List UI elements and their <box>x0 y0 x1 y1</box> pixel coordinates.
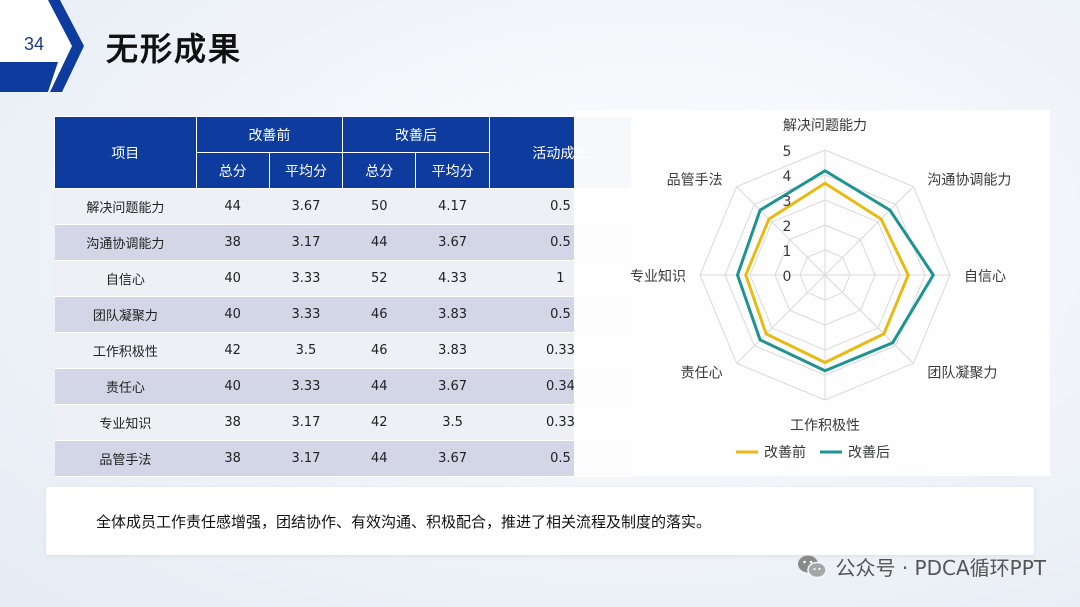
cell-before-total: 38 <box>196 440 270 477</box>
cell-before-total: 42 <box>196 332 270 369</box>
cell-before-avg: 3.67 <box>269 188 343 225</box>
cell-item: 责任心 <box>54 368 197 405</box>
radar-spoke <box>736 274 826 364</box>
legend-label-after: 改善后 <box>848 445 890 461</box>
header-after-total: 总分 <box>342 152 417 189</box>
radar-tick-label: 2 <box>783 219 792 235</box>
cell-after-total: 44 <box>342 368 416 405</box>
radar-tick-label: 5 <box>783 144 792 160</box>
cell-after-total: 52 <box>342 260 416 297</box>
cell-after-avg: 4.33 <box>415 260 490 297</box>
cell-item: 工作积极性 <box>54 332 197 369</box>
cell-before-total: 38 <box>196 224 270 261</box>
footer-text: 公众号 · PDCA循环PPT <box>835 556 1046 580</box>
radar-series-before <box>744 181 910 364</box>
cell-after-avg: 3.67 <box>415 224 490 261</box>
legend-label-before: 改善前 <box>764 444 806 461</box>
footer: 公众号 · PDCA循环PPT <box>797 552 1046 581</box>
summary-text: 全体成员工作责任感增强，团结协作、有效沟通、积极配合，推进了相关流程及制度的落实… <box>96 513 712 531</box>
cell-before-avg: 3.33 <box>269 260 343 297</box>
cell-item: 品管手法 <box>54 440 197 477</box>
radar-tick-label: 1 <box>783 244 792 260</box>
cell-before-avg: 3.17 <box>269 440 343 477</box>
radar-category-label: 专业知识 <box>630 268 686 285</box>
cell-after-avg: 3.67 <box>415 440 490 477</box>
table-row: 工作积极性 42 3.5 46 3.83 0.33 <box>54 332 632 369</box>
cell-after-avg: 3.83 <box>415 332 490 369</box>
radar-tick-label: 0 <box>783 269 792 285</box>
header-before-avg: 平均分 <box>268 152 344 189</box>
cell-after-total: 46 <box>342 332 416 369</box>
radar-tick-label: 3 <box>783 194 792 210</box>
cell-after-total: 44 <box>342 224 416 261</box>
cell-before-avg: 3.33 <box>269 368 343 405</box>
table-body: 解决问题能力 44 3.67 50 4.17 0.5 沟通协调能力 38 3.17 44 3.67 0… <box>54 188 632 477</box>
table-row: 解决问题能力 44 3.67 50 4.17 0.5 <box>54 188 632 225</box>
cell-before-avg: 3.5 <box>269 332 343 369</box>
chart-panel: 0 1 2 3 4 5 解决问题能力沟通协调能力自信心团队凝聚力工作积极性 责任心 专业知识 品管… <box>574 110 1050 476</box>
cell-after-avg: 3.83 <box>415 296 490 333</box>
table-row: 团队凝聚力 40 3.33 46 3.83 0.5 <box>54 296 632 333</box>
table-row: 品管手法 38 3.17 44 3.67 0.5 <box>54 440 632 477</box>
page-number: 34 <box>24 34 45 54</box>
radar-category-label: 团队凝聚力 <box>927 365 997 381</box>
cell-before-total: 40 <box>196 260 270 297</box>
cell-after-total: 50 <box>342 188 416 225</box>
cell-before-avg: 3.17 <box>269 404 343 441</box>
cell-item: 解决问题能力 <box>54 188 197 225</box>
radar-series-after <box>736 169 935 373</box>
corner-decoration <box>0 0 84 92</box>
radar-category-label: 品管手法 <box>667 173 723 189</box>
cell-after-avg: 3.67 <box>415 368 490 405</box>
results-table: 项目 改善前 改善后 活动成长 总分 平均分 总分 平均分 解决问题能力 44 3.… <box>54 116 633 477</box>
cell-after-avg: 3.5 <box>415 404 490 441</box>
radar-spoke <box>824 186 914 276</box>
radar-spoke <box>736 186 826 276</box>
summary-box: 全体成员工作责任感增强，团结协作、有效沟通、积极配合，推进了相关流程及制度的落实… <box>46 487 1034 555</box>
radar-category-label: 自信心 <box>964 269 1006 285</box>
cell-item: 自信心 <box>54 260 197 297</box>
header-item: 项目 <box>54 116 197 189</box>
cell-item: 沟通协调能力 <box>54 224 197 261</box>
cell-after-avg: 4.17 <box>415 188 490 225</box>
header-after-avg: 平均分 <box>415 152 490 189</box>
header-after: 改善后 <box>342 116 490 153</box>
cell-before-total: 40 <box>196 296 270 333</box>
cell-after-total: 44 <box>342 440 416 477</box>
radar-category-label: 解决问题能力 <box>783 118 867 134</box>
cell-before-total: 40 <box>196 368 270 405</box>
wechat-icon <box>798 555 828 578</box>
table-row: 专业知识 38 3.17 42 3.5 0.33 <box>54 404 632 441</box>
table-row: 沟通协调能力 38 3.17 44 3.67 0.5 <box>54 224 632 261</box>
table-row: 自信心 40 3.33 52 4.33 1 <box>54 260 632 297</box>
cell-after-total: 46 <box>342 296 416 333</box>
radar-category-label: 工作积极性 <box>790 418 860 434</box>
radar-tick-label: 4 <box>783 169 792 185</box>
radar-spoke <box>824 274 914 364</box>
cell-after-total: 42 <box>342 404 416 441</box>
table-row: 责任心 40 3.33 44 3.67 0.34 <box>54 368 632 405</box>
radar-category-label: 责任心 <box>681 365 723 381</box>
page-title: 无形成果 <box>106 30 243 68</box>
radar-category-label: 沟通协调能力 <box>927 173 1011 189</box>
cell-before-avg: 3.33 <box>269 296 343 333</box>
header-before-total: 总分 <box>195 152 270 189</box>
header-before: 改善前 <box>195 116 344 153</box>
cell-before-total: 44 <box>196 188 270 225</box>
cell-before-total: 38 <box>196 404 270 441</box>
cell-item: 团队凝聚力 <box>54 296 197 333</box>
cell-item: 专业知识 <box>54 404 197 441</box>
cell-before-avg: 3.17 <box>269 224 343 261</box>
